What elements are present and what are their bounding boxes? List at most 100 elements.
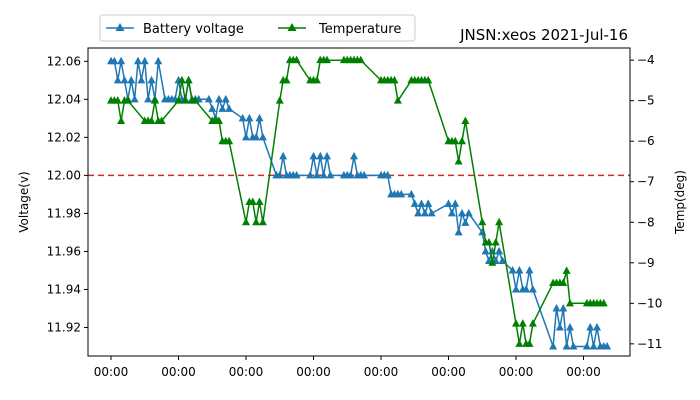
data-point-battery-voltage	[350, 151, 358, 160]
y-tick-label: 11.98	[47, 206, 81, 220]
data-point-temperature	[181, 96, 190, 104]
x-tick-label: 00:00	[229, 365, 264, 379]
data-point-temperature	[225, 136, 234, 145]
data-point-battery-voltage	[427, 208, 436, 217]
data-point-temperature	[312, 75, 321, 84]
data-point-battery-voltage	[360, 170, 369, 179]
data-point-battery-voltage	[252, 132, 261, 141]
data-point-battery-voltage	[454, 227, 463, 236]
data-point-battery-voltage	[221, 94, 230, 103]
data-point-battery-voltage	[218, 104, 227, 112]
data-point-battery-voltage	[113, 75, 122, 84]
data-point-battery-voltage	[464, 208, 473, 217]
data-point-battery-voltage	[417, 199, 426, 207]
data-point-battery-voltage	[137, 75, 146, 84]
data-point-battery-voltage	[110, 56, 119, 65]
y2-tick-label: −4	[637, 53, 655, 67]
data-point-battery-voltage	[279, 151, 288, 160]
data-point-battery-voltage	[407, 189, 416, 198]
data-point-battery-voltage	[559, 303, 568, 312]
data-point-temperature	[323, 55, 331, 64]
data-point-temperature	[528, 319, 537, 327]
data-point-battery-voltage	[549, 341, 558, 350]
data-point-temperature	[258, 217, 267, 226]
data-point-battery-voltage	[424, 199, 433, 207]
y2-tick-label: −9	[637, 256, 655, 270]
legend-marker-temperature	[287, 23, 297, 31]
x-tick-label: 00:00	[431, 365, 466, 379]
data-point-battery-voltage	[144, 94, 153, 103]
data-point-battery-voltage	[562, 341, 571, 350]
data-point-battery-voltage	[447, 208, 456, 217]
data-point-battery-voltage	[461, 218, 470, 226]
data-point-temperature	[275, 96, 284, 104]
data-point-battery-voltage	[134, 56, 142, 65]
data-point-battery-voltage	[525, 265, 534, 274]
data-point-battery-voltage	[245, 113, 254, 122]
data-point-temperature	[458, 136, 466, 145]
data-point-battery-voltage	[130, 94, 139, 103]
data-point-battery-voltage	[458, 208, 466, 217]
data-point-temperature	[454, 156, 463, 165]
legend: Battery voltage Temperature	[99, 14, 416, 42]
data-point-temperature	[491, 238, 500, 246]
data-point-battery-voltage	[323, 151, 331, 160]
y2-tick-label: −7	[637, 175, 655, 189]
y-tick-label: 11.92	[47, 320, 81, 334]
data-point-battery-voltage	[316, 151, 325, 160]
data-point-battery-voltage	[255, 113, 264, 122]
x-tick-label: 00:00	[161, 365, 196, 379]
data-point-battery-voltage	[481, 246, 490, 255]
data-point-battery-voltage	[569, 341, 578, 350]
data-point-battery-voltage	[566, 322, 574, 331]
data-point-battery-voltage	[603, 341, 612, 350]
data-point-temperature	[177, 75, 186, 84]
y2-axis-title: Temp(deg)	[673, 170, 687, 235]
data-point-battery-voltage	[292, 170, 301, 179]
axes: 12.06 12.04 12.02 12.00 11.98 11.96 11.94 11.92…	[47, 53, 663, 379]
data-point-temperature	[495, 217, 504, 226]
y-tick-label: 11.94	[47, 282, 81, 296]
legend-marker-battery-voltage	[115, 23, 125, 31]
legend-label-battery-voltage: Battery voltage	[143, 22, 244, 37]
y2-tick-label: −6	[637, 134, 655, 148]
data-point-temperature	[488, 258, 497, 266]
y-axis-title: Voltage(v)	[17, 171, 31, 232]
data-point-battery-voltage	[215, 94, 223, 103]
plot-frame	[87, 47, 631, 357]
data-point-battery-voltage	[495, 246, 504, 255]
x-tick-label: 00:00	[566, 365, 601, 379]
y-tick-label: 12.00	[47, 168, 81, 182]
x-tick-label: 00:00	[364, 365, 399, 379]
data-point-battery-voltage	[555, 322, 564, 331]
data-point-temperature	[515, 339, 524, 347]
y-tick-label: 11.96	[47, 244, 81, 258]
data-point-temperature	[451, 136, 460, 145]
data-point-temperature	[174, 96, 183, 104]
plot-area	[88, 55, 630, 350]
data-point-temperature	[356, 55, 365, 64]
data-point-temperature	[248, 197, 257, 205]
data-point-temperature	[525, 339, 534, 347]
data-point-battery-voltage	[242, 132, 250, 141]
x-tick-label: 00:00	[94, 365, 129, 379]
data-point-battery-voltage	[204, 94, 213, 103]
y2-tick-label: −5	[637, 94, 655, 108]
data-point-temperature	[562, 266, 571, 274]
data-point-battery-voltage	[346, 170, 355, 179]
data-point-temperature	[252, 217, 261, 226]
data-point-battery-voltage	[586, 322, 595, 331]
x-tick-label: 00:00	[296, 365, 331, 379]
data-point-temperature	[184, 75, 193, 84]
data-point-battery-voltage	[208, 104, 217, 112]
data-point-battery-voltage	[319, 170, 328, 179]
data-point-temperature	[191, 96, 200, 104]
data-point-temperature	[150, 96, 159, 104]
y-tick-label: 12.02	[47, 130, 81, 144]
data-point-battery-voltage	[383, 170, 392, 179]
data-point-temperature	[147, 116, 156, 124]
data-point-temperature	[242, 217, 250, 226]
data-point-temperature	[478, 217, 487, 226]
